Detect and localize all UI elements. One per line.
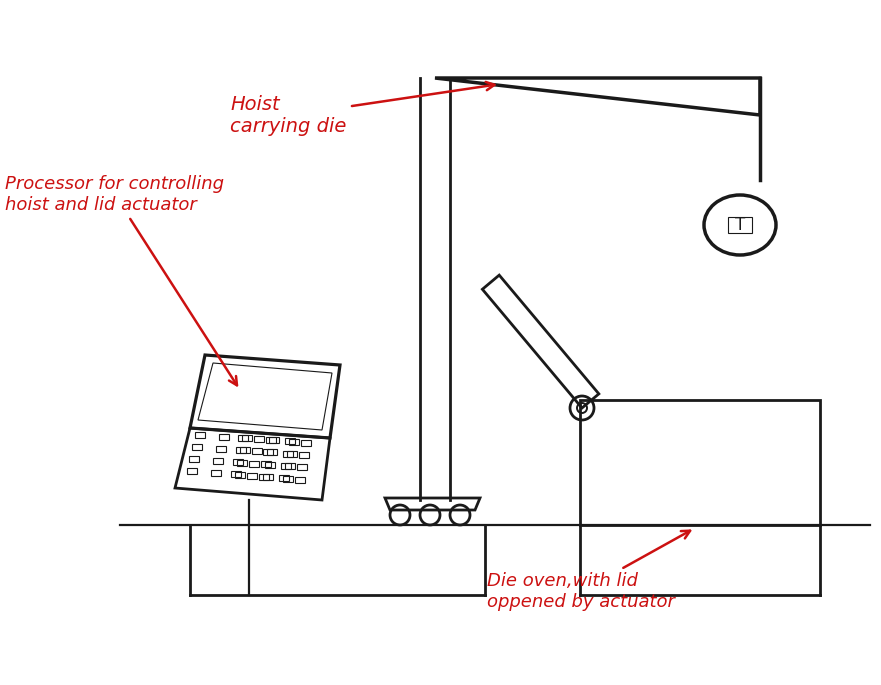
Text: T: T bbox=[735, 216, 745, 234]
Text: Processor for controlling
hoist and lid actuator: Processor for controlling hoist and lid … bbox=[5, 175, 237, 385]
Text: Hoist
carrying die: Hoist carrying die bbox=[230, 82, 494, 136]
Polygon shape bbox=[198, 363, 332, 430]
Text: Die oven,with lid
oppened by actuator: Die oven,with lid oppened by actuator bbox=[487, 531, 690, 611]
